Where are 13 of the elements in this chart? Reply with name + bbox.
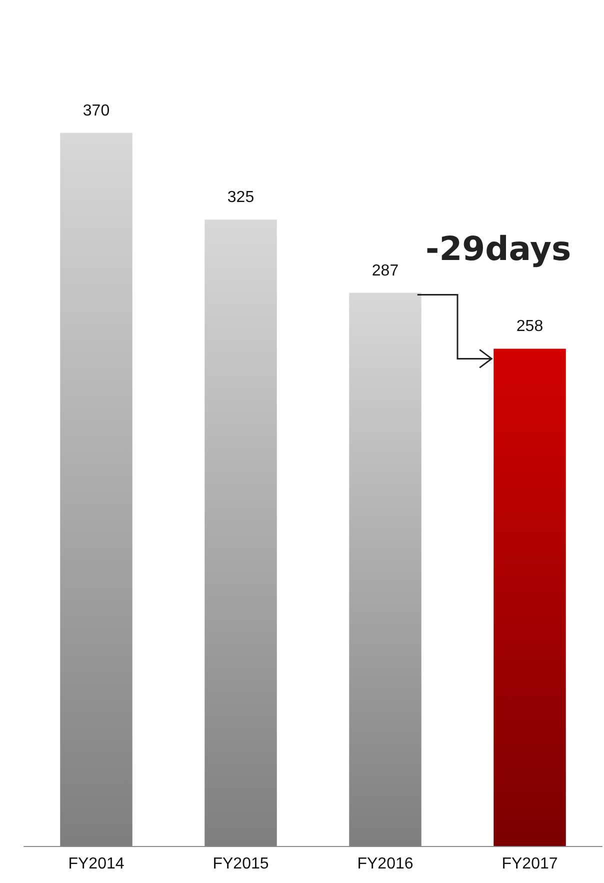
data-label: 325 (227, 189, 254, 206)
annotation: -29days (426, 228, 572, 268)
data-label: 370 (82, 102, 110, 120)
data-label: 287 (372, 262, 399, 280)
x-tick-label: FY2017 (502, 856, 558, 872)
x-tick-label: FY2014 (68, 856, 124, 872)
x-tick-label: FY2015 (212, 856, 269, 872)
bar (494, 348, 566, 846)
data-label: 258 (516, 318, 544, 336)
x-tick-label: FY2016 (357, 856, 414, 872)
bar (349, 292, 422, 846)
bar (204, 220, 277, 846)
bar (60, 132, 132, 846)
